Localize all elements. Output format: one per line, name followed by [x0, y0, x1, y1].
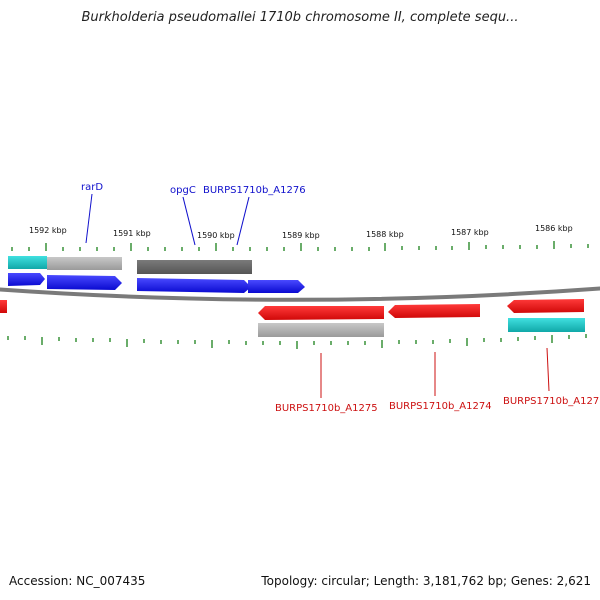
kbp-label: 1586 kbp [535, 224, 573, 233]
forward-strand-genes [8, 256, 305, 293]
gene-feature[interactable] [47, 257, 122, 270]
gene-label-rarD[interactable]: rarD [81, 182, 103, 193]
genome-summary-text: Topology: circular; Length: 3,181,762 bp… [261, 574, 591, 588]
gene-feature[interactable] [508, 318, 585, 332]
gene-labels: rarD opgC BURPS1710b_A1276 BURPS1710b_A1… [81, 182, 600, 414]
cds-arrow[interactable] [137, 278, 251, 293]
gene-label-opgC[interactable]: opgC [170, 185, 196, 196]
cds-arrow[interactable] [0, 300, 7, 313]
gene-feature[interactable] [258, 323, 384, 337]
chromosome-backbone [0, 286, 600, 302]
accession-text: Accession: NC_007435 [9, 574, 146, 588]
kbp-label: 1588 kbp [366, 230, 404, 239]
kbp-label: 1591 kbp [113, 229, 151, 238]
reverse-strand-genes [0, 299, 585, 337]
label-leaders [85, 193, 550, 398]
gene-feature[interactable] [8, 256, 47, 269]
gene-label-a1276[interactable]: BURPS1710b_A1276 [203, 185, 306, 196]
map-title: Burkholderia pseudomallei 1710b chromoso… [81, 10, 519, 25]
kbp-label: 1589 kbp [282, 231, 320, 240]
cds-arrow[interactable] [388, 304, 480, 318]
cds-arrow[interactable] [47, 275, 122, 290]
gene-feature[interactable] [137, 260, 252, 274]
lower-tick-row [7, 334, 587, 349]
kbp-label: 1590 kbp [197, 231, 235, 240]
upper-tick-row [11, 241, 589, 251]
cds-arrow[interactable] [8, 273, 45, 286]
gene-label-a1274[interactable]: BURPS1710b_A1274 [389, 401, 492, 412]
kbp-scale: 1592 kbp 1591 kbp 1590 kbp 1589 kbp 1588… [29, 224, 573, 240]
gene-label-a1275[interactable]: BURPS1710b_A1275 [275, 403, 378, 414]
cds-arrow[interactable] [248, 280, 305, 293]
kbp-label: 1587 kbp [451, 228, 489, 237]
kbp-label: 1592 kbp [29, 226, 67, 235]
gene-label-a1273[interactable]: BURPS1710b_A1273 [503, 396, 600, 407]
cds-arrow[interactable] [507, 299, 584, 313]
cds-arrow[interactable] [258, 306, 384, 320]
